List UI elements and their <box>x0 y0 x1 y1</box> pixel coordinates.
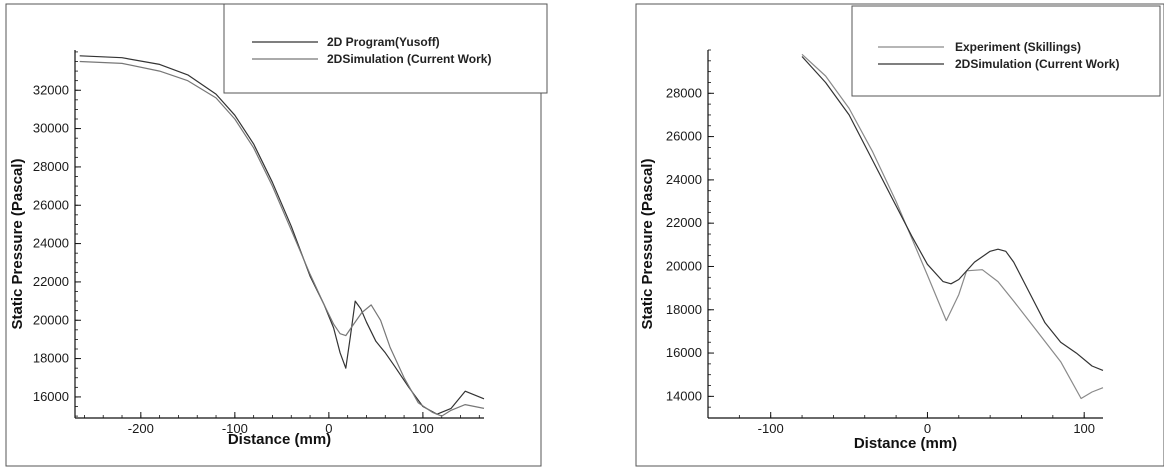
x-tick-label: 0 <box>325 421 332 436</box>
x-tick-label: 100 <box>412 421 434 436</box>
series-line-1 <box>801 53 1104 400</box>
y-tick-label: 20000 <box>666 258 702 273</box>
x-tick-label: 0 <box>924 421 931 436</box>
y-tick-label: 32000 <box>33 82 69 97</box>
x-tick-label: -100 <box>758 421 784 436</box>
y-tick-label: 16000 <box>33 389 69 404</box>
y-tick-label: 24000 <box>33 236 69 251</box>
figure-frame <box>635 3 1164 467</box>
legend-box <box>223 3 548 94</box>
y-tick-label: 22000 <box>33 274 69 289</box>
series-line-2 <box>79 60 485 417</box>
x-tick-label: -200 <box>128 421 154 436</box>
chart-2: -100 0 100 14000 16000 18000 20000 22000 24000 26… <box>635 3 1164 467</box>
y-tick-label: 22000 <box>666 215 702 230</box>
y-tick-label: 18000 <box>666 302 702 317</box>
legend-label-1: Experiment (Skillings) <box>955 40 1081 54</box>
x-axis-title: Distance (mm) <box>228 431 331 448</box>
y-axis-title: Static Pressure (Pascal) <box>639 159 656 330</box>
series-line-1 <box>79 55 485 415</box>
legend-label-2: 2DSimulation (Current Work) <box>327 52 491 66</box>
y-tick-label: 16000 <box>666 345 702 360</box>
y-tick-label: 28000 <box>666 85 702 100</box>
y-tick-label: 20000 <box>33 312 69 327</box>
y-tick-label: 14000 <box>666 388 702 403</box>
legend-label-2: 2DSimulation (Current Work) <box>955 57 1119 71</box>
legend-label-1: 2D Program(Yusoff) <box>327 35 440 49</box>
y-tick-label: 30000 <box>33 121 69 136</box>
x-tick-label: 100 <box>1073 421 1095 436</box>
y-tick-label: 26000 <box>666 129 702 144</box>
y-tick-label: 24000 <box>666 172 702 187</box>
series-line-2 <box>801 56 1104 371</box>
x-tick-label: -100 <box>222 421 248 436</box>
x-axis-title: Distance (mm) <box>854 435 957 452</box>
legend-box <box>851 5 1161 97</box>
y-tick-label: 26000 <box>33 197 69 212</box>
y-tick-label: 28000 <box>33 159 69 174</box>
y-axis-title: Static Pressure (Pascal) <box>9 159 26 330</box>
y-tick-label: 18000 <box>33 351 69 366</box>
chart-1: -200 -100 0 100 16000 18000 20000 22000 24000 260… <box>5 3 548 467</box>
